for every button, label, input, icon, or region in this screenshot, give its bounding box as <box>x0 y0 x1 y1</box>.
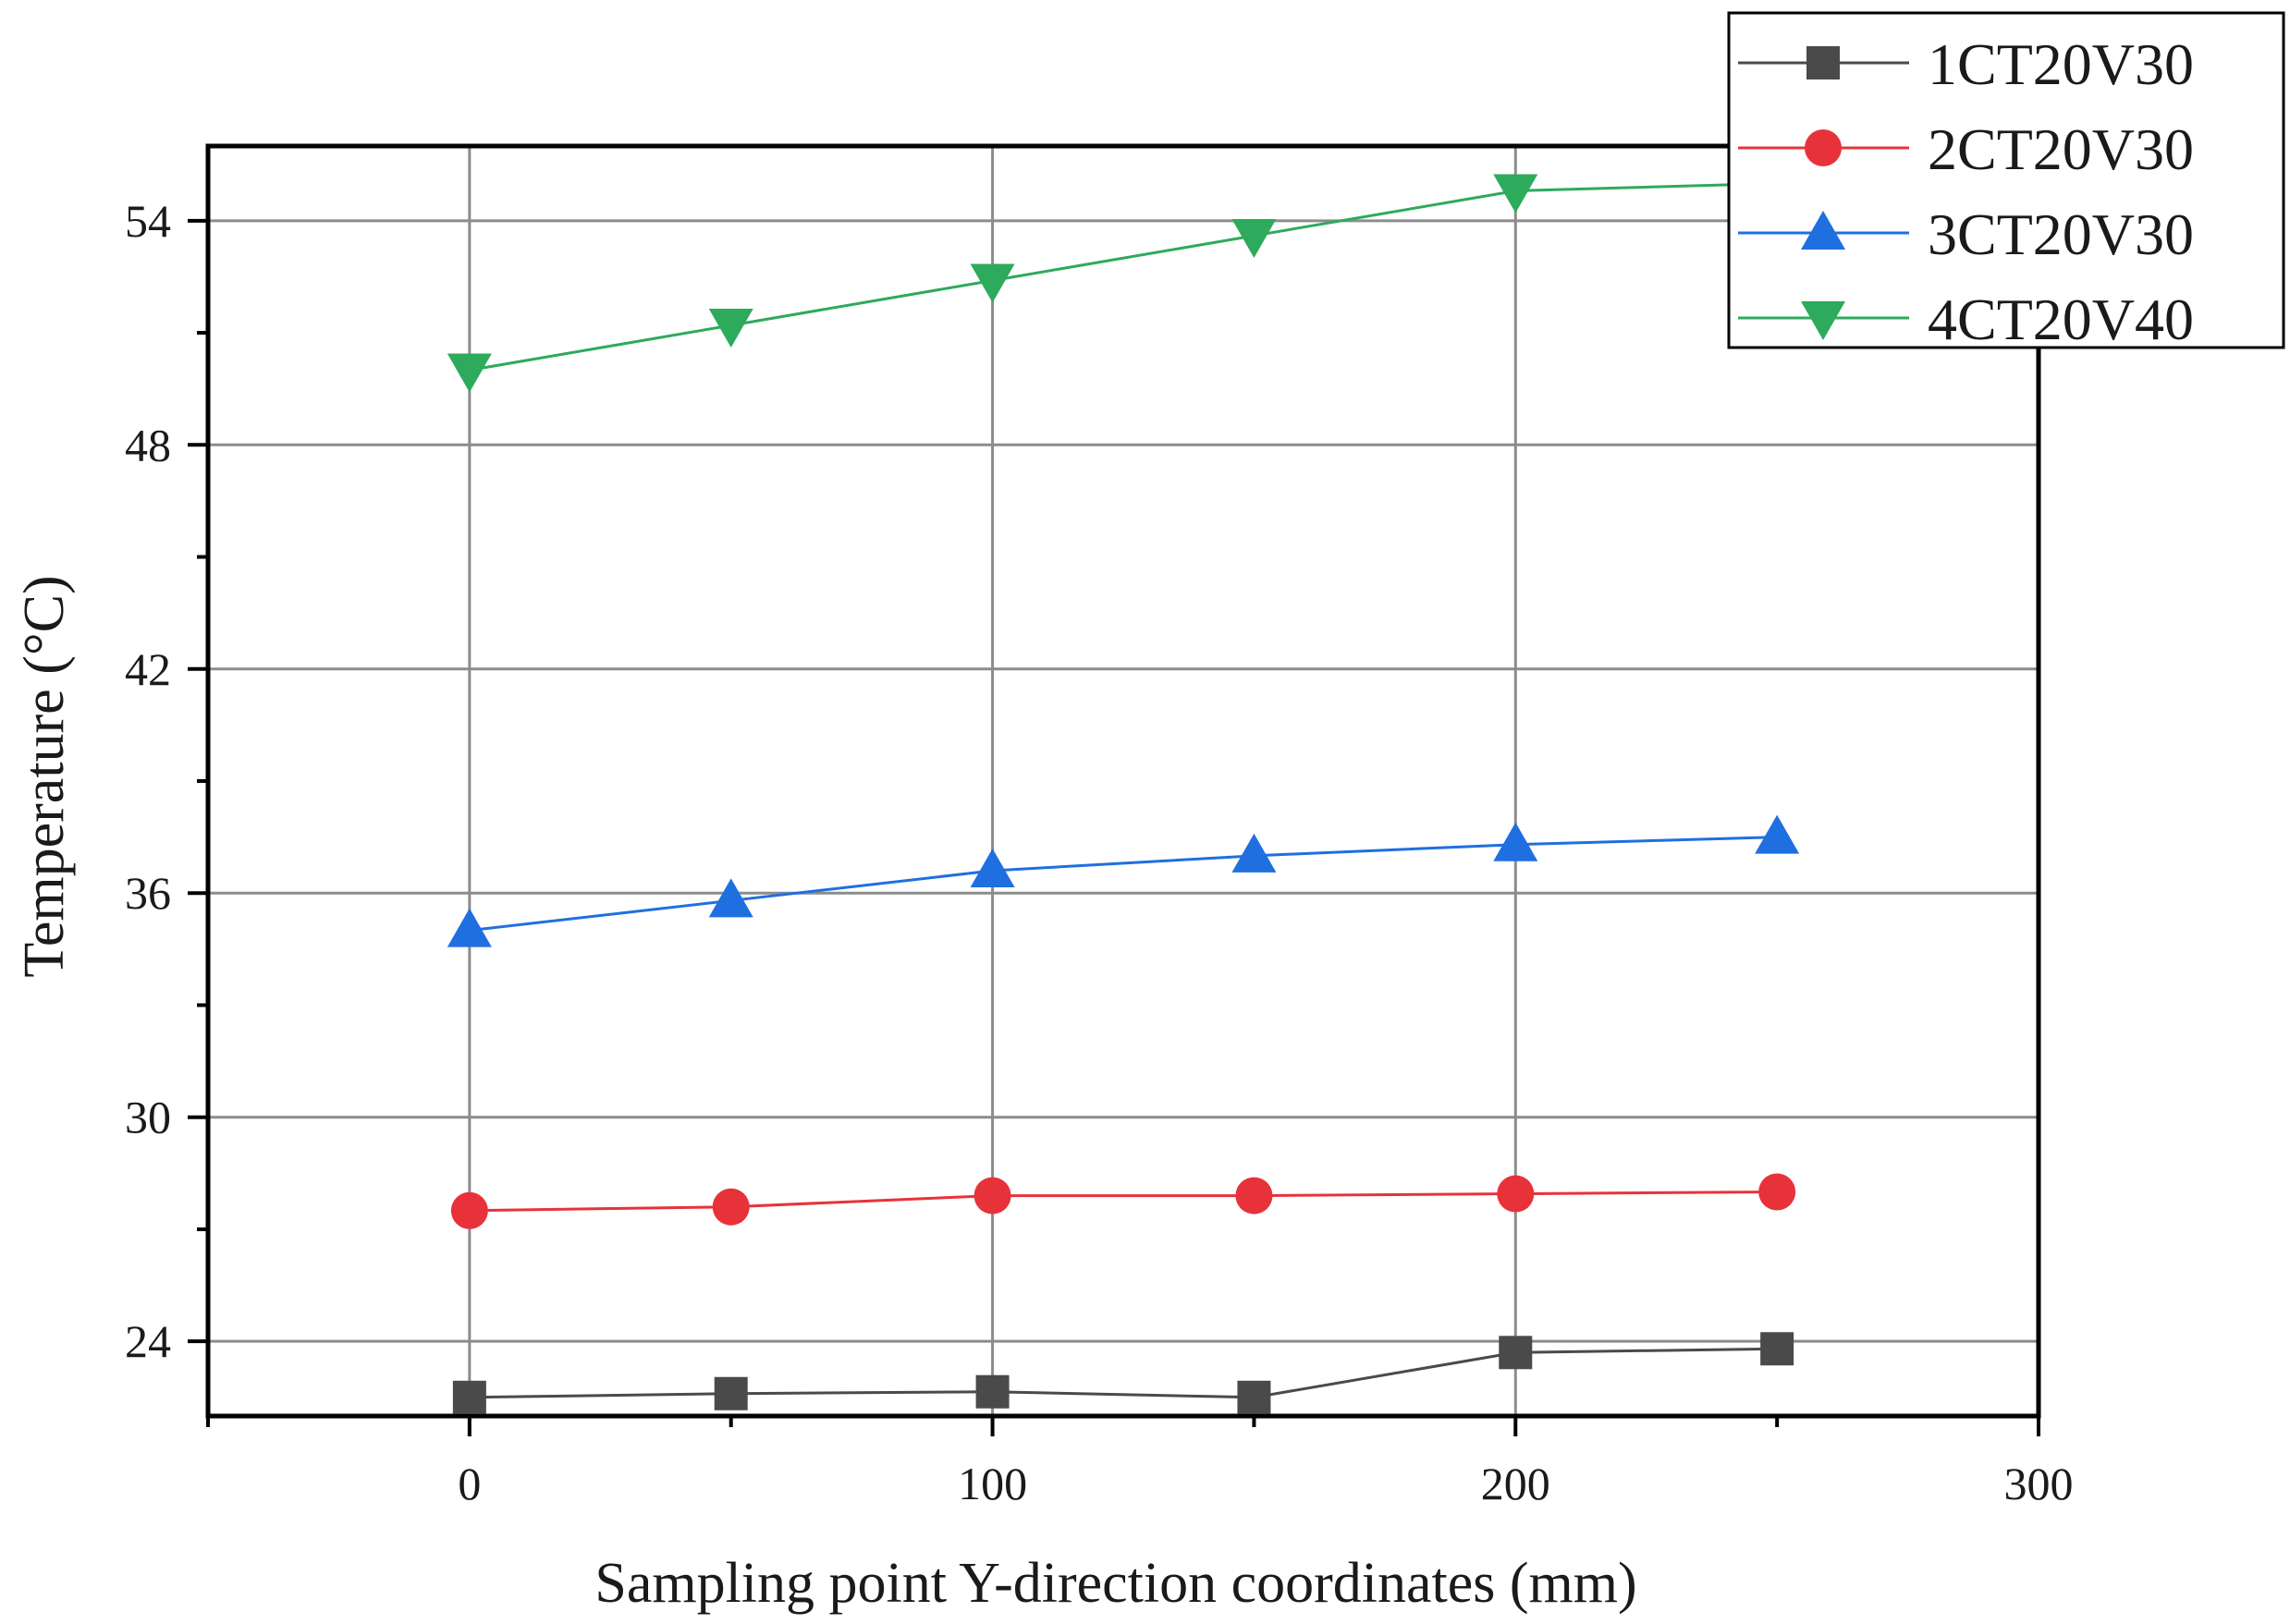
x-axis-ticks <box>206 1416 2040 1436</box>
data-point <box>970 263 1015 303</box>
series-3CT20V30 <box>447 814 1800 947</box>
data-point <box>974 1177 1011 1215</box>
y-tick-label: 30 <box>125 1092 171 1143</box>
series-layer <box>447 166 1800 1414</box>
series-line <box>469 836 1778 933</box>
series-1CT20V30 <box>452 1332 1794 1414</box>
data-point <box>1760 1332 1794 1366</box>
y-tick-label: 54 <box>125 195 171 247</box>
data-point <box>1758 1173 1796 1211</box>
series-4CT20V40 <box>447 166 1800 393</box>
legend-item: 1CT20V30 <box>1738 31 2194 97</box>
data-point <box>447 353 492 393</box>
data-point <box>712 1188 750 1226</box>
series-line <box>469 1347 1778 1399</box>
grid <box>208 146 2039 1416</box>
data-point <box>450 1191 488 1229</box>
data-point <box>447 908 492 947</box>
legend-marker <box>1805 129 1842 166</box>
legend-marker <box>1801 301 1845 340</box>
x-tick-label: 300 <box>2004 1458 2074 1509</box>
legend-label: 3CT20V30 <box>1928 201 2194 267</box>
data-point <box>1755 814 1800 854</box>
y-axis-title: Temperature (°C) <box>13 575 76 977</box>
y-tick-label: 36 <box>125 867 171 919</box>
data-point <box>1493 822 1538 861</box>
data-point <box>1237 1380 1271 1414</box>
data-point <box>1231 218 1277 258</box>
data-point <box>714 1376 748 1410</box>
y-tick-label: 42 <box>125 643 171 695</box>
x-tick-label: 0 <box>458 1458 481 1509</box>
y-tick-label: 24 <box>125 1315 171 1367</box>
x-tick-label: 100 <box>958 1458 1027 1509</box>
data-point <box>708 308 753 348</box>
x-tick-label: 200 <box>1481 1458 1550 1509</box>
data-point <box>452 1380 486 1414</box>
legend-item: 3CT20V30 <box>1738 201 2194 267</box>
y-axis-tick-labels: 24 30 36 42 48 54 <box>125 195 171 1367</box>
y-axis-ticks <box>188 218 208 1344</box>
data-point <box>1493 174 1538 214</box>
legend-item: 2CT20V30 <box>1738 116 2194 182</box>
legend-label: 1CT20V30 <box>1928 31 2194 97</box>
legend-label: 4CT20V40 <box>1928 287 2194 352</box>
y-tick-label: 48 <box>125 419 171 470</box>
data-point <box>1235 1177 1273 1215</box>
x-axis-title: Sampling point Y-direction coordinates (… <box>594 1552 1636 1615</box>
data-point <box>975 1374 1010 1409</box>
data-point <box>970 848 1015 887</box>
legend-marker <box>1801 211 1845 250</box>
legend-label: 2CT20V30 <box>1928 116 2194 182</box>
data-point <box>708 878 753 918</box>
series-2CT20V30 <box>450 1173 1796 1229</box>
legend: 1CT20V30 2CT20V30 3CT20V30 4CT20V40 <box>1727 11 2285 352</box>
x-axis-tick-labels: 0 100 200 300 <box>458 1458 2073 1509</box>
data-point <box>1231 833 1277 873</box>
legend-item: 4CT20V40 <box>1738 287 2194 352</box>
legend-marker <box>1806 46 1840 79</box>
series-line <box>469 1191 1778 1213</box>
data-point <box>1499 1336 1533 1370</box>
series-line <box>469 181 1778 372</box>
data-point <box>1497 1175 1535 1213</box>
